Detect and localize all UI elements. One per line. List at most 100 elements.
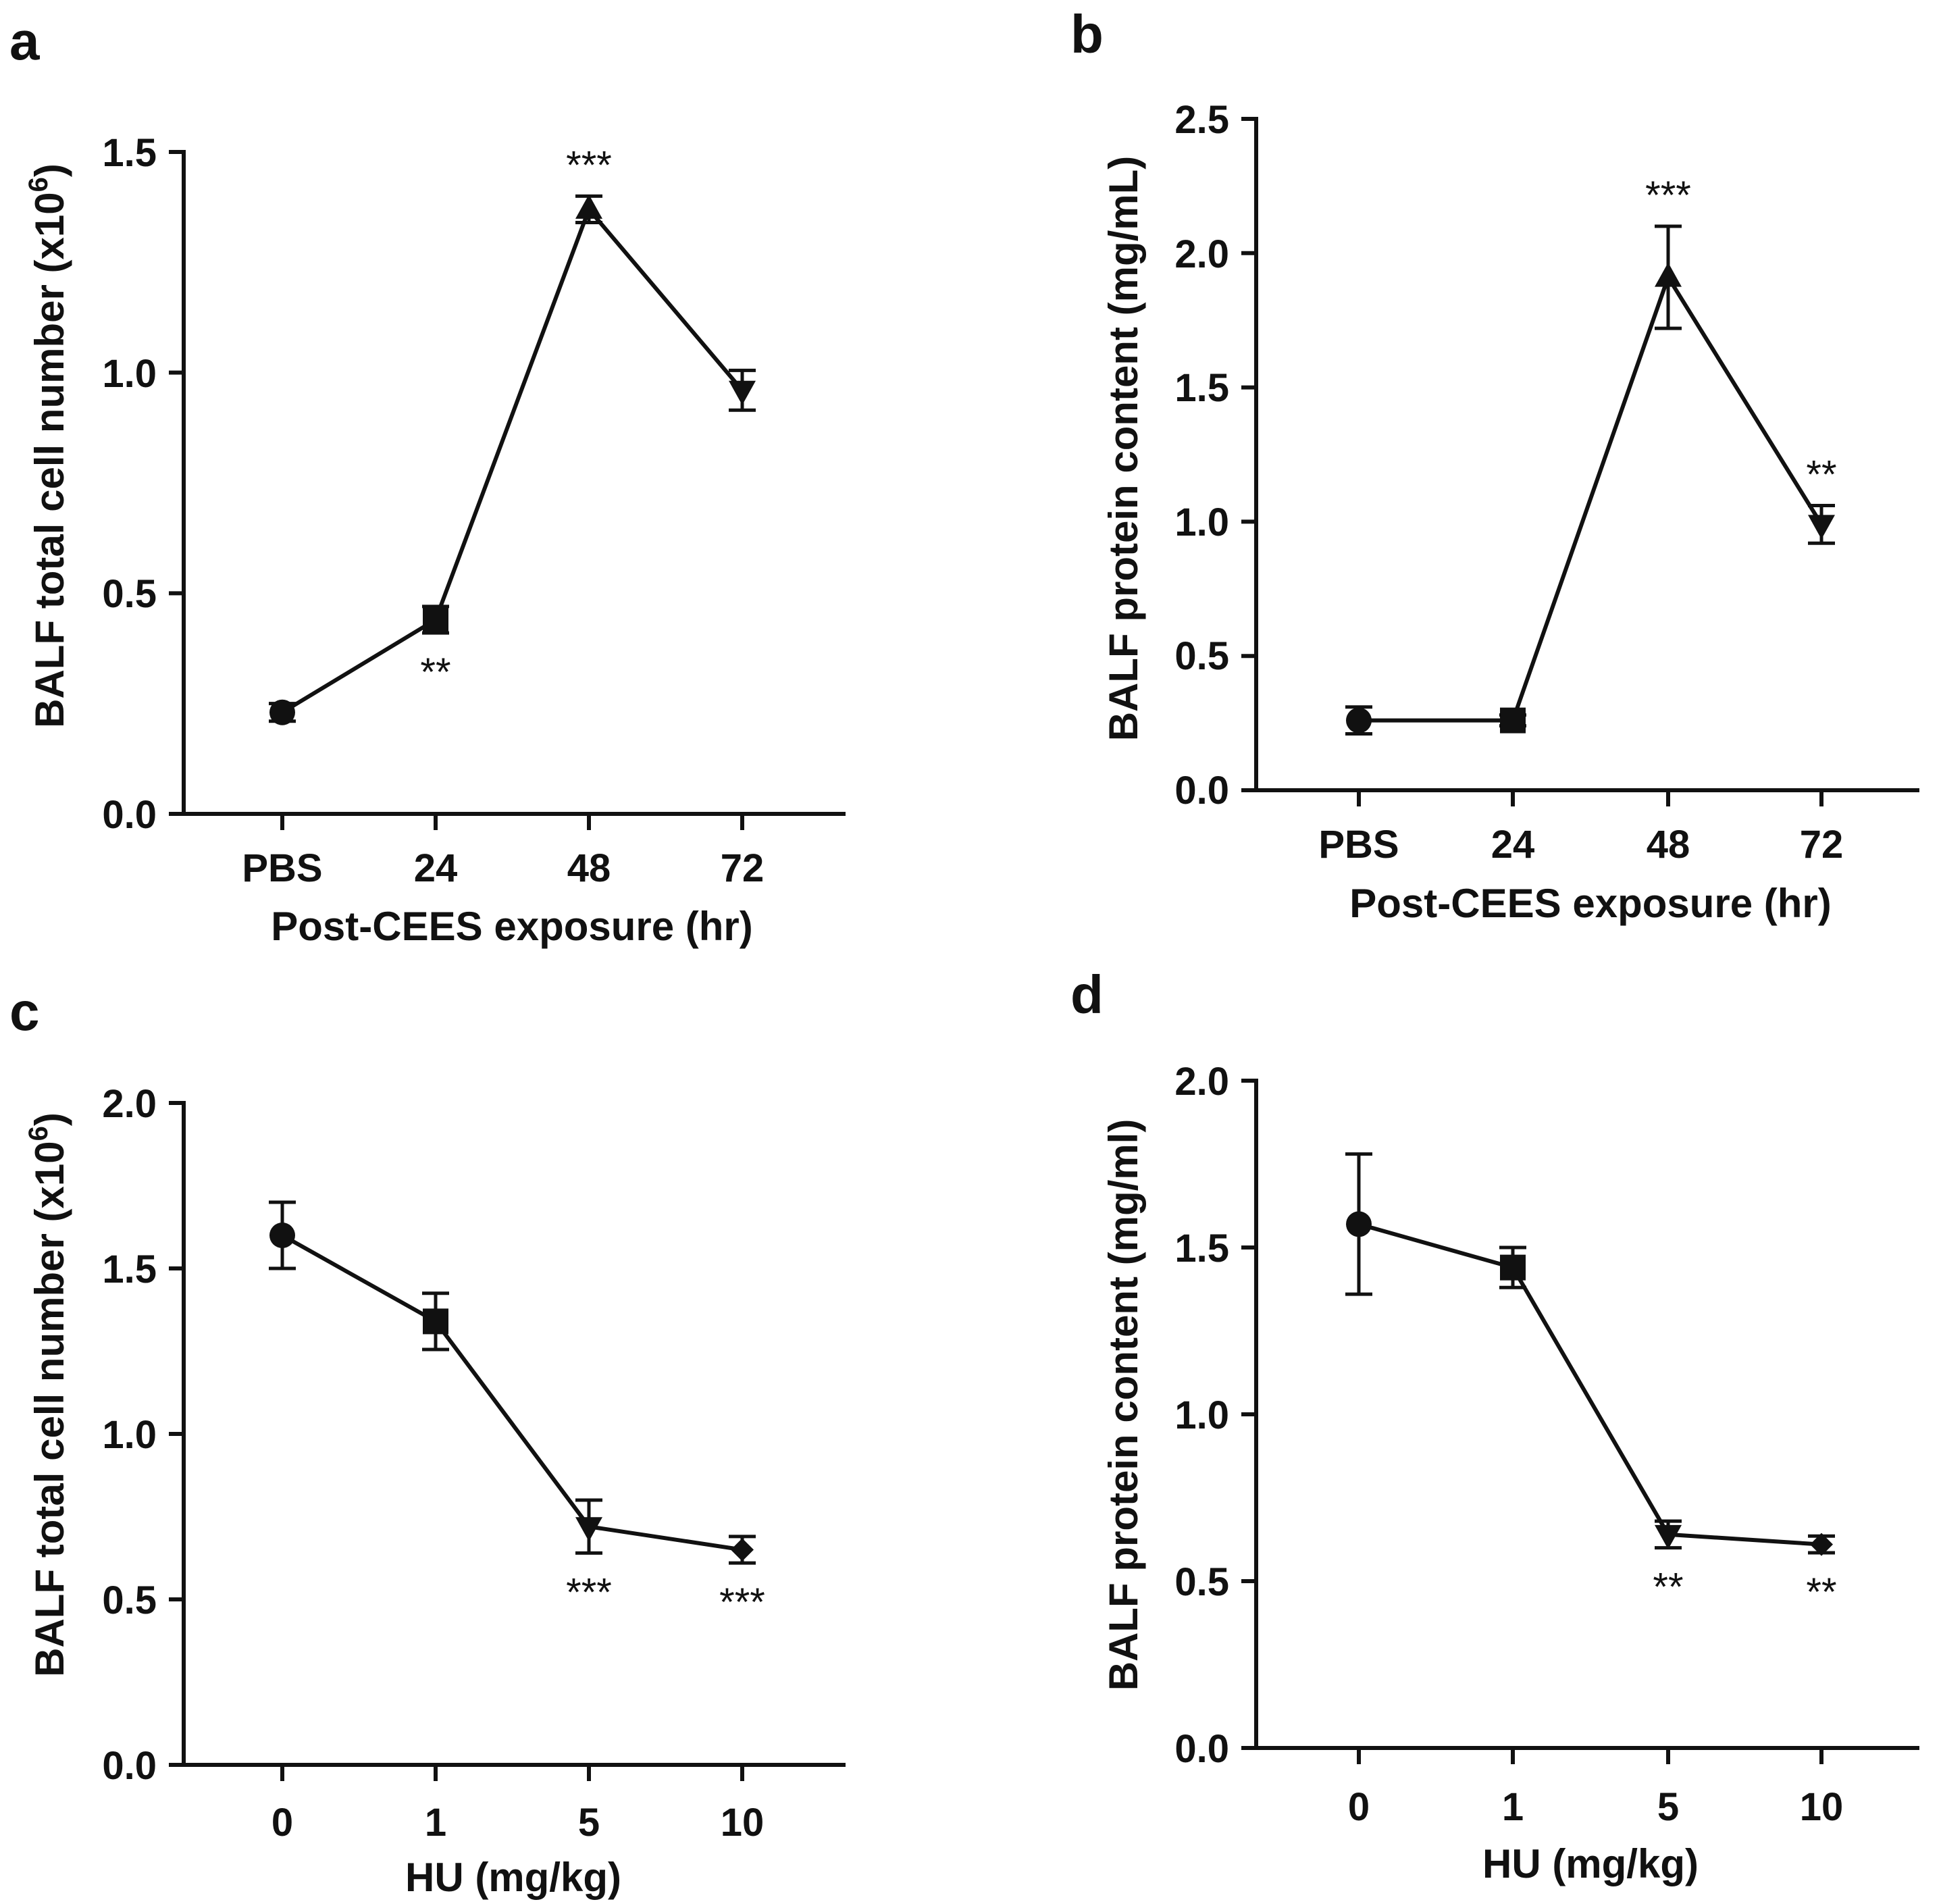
panel-b-marker-triangle-down — [1808, 515, 1835, 540]
panel-d-ytick-label: 0.0 — [1174, 1727, 1229, 1771]
panel-d-xtick-labels: 0 1 5 10 — [1348, 1785, 1843, 1829]
panel-c-marker-circle — [269, 1223, 295, 1248]
panel-a-marker-triangle-down — [729, 380, 756, 405]
panel-d-xtick-label: 0 — [1348, 1785, 1370, 1829]
panel-c-significance-label: *** — [566, 1570, 612, 1614]
panel-b-plot: ***** — [1241, 117, 1919, 806]
panel-a-ytick-label: 1.0 — [102, 352, 157, 396]
panel-a-ytick-label: 0.5 — [102, 572, 157, 616]
panel-b-xtick-labels: PBS 24 48 72 — [1318, 823, 1843, 867]
panel-b-ytick-labels: 0.0 0.5 1.0 1.5 2.0 2.5 — [1174, 98, 1229, 813]
panel-c-xtick-labels: 0 1 5 10 — [271, 1801, 764, 1845]
panel-b-y-axis-title: BALF protein content (mg/mL) — [1101, 156, 1146, 742]
panel-c-marker-diamond — [731, 1538, 754, 1562]
panel-d-significance-label: ** — [1653, 1566, 1683, 1610]
panel-c-ytick-label: 1.5 — [102, 1247, 157, 1291]
panel-d-marker-diamond — [1810, 1533, 1833, 1556]
panel-a-series-line — [281, 205, 744, 715]
panel-b-ytick-label: 2.0 — [1174, 232, 1229, 276]
chart-marks: ************* *** ** ** — [169, 117, 1919, 1781]
panel-c-xtick-label: 1 — [425, 1801, 446, 1845]
panel-c-ytick-label: 2.0 — [102, 1082, 157, 1126]
panel-a-ylabel-superscript: 6 — [24, 177, 53, 192]
panel-c-ylabel-main: BALF total cell number (x10 — [27, 1141, 72, 1676]
panel-b-ytick-label: 0.0 — [1174, 769, 1229, 813]
panel-a-x-axis-title: Post-CEES exposure (hr) — [271, 904, 752, 949]
panel-b-significance-label: *** — [1645, 174, 1691, 217]
panel-a-ytick-labels: 0.0 0.5 1.0 1.5 — [102, 131, 157, 837]
panel-c-xtick-label: 5 — [578, 1801, 600, 1845]
panel-b-x-axis-title: Post-CEES exposure (hr) — [1349, 881, 1831, 926]
panel-b-marker-circle — [1346, 707, 1372, 734]
panel-c-plot: *** *** — [169, 1101, 846, 1781]
panel-d-plot: ** ** — [1241, 1079, 1919, 1764]
panel-c-ytick-labels: 0.0 0.5 1.0 1.5 2.0 — [102, 1082, 157, 1788]
panel-a-y-axis-title: BALF total cell number (x106) — [24, 163, 72, 728]
panel-letter-c: c — [9, 981, 40, 1041]
panel-d-marker-triangle-down — [1655, 1524, 1682, 1549]
panel-c-y-axis-title: BALF total cell number (x106) — [24, 1112, 72, 1677]
panel-a-xtick-label: PBS — [242, 846, 322, 890]
panel-d-y-axis-title: BALF protein content (mg/ml) — [1101, 1119, 1146, 1691]
panel-c-xtick-label: 10 — [721, 1801, 765, 1845]
panel-a-ytick-label: 1.5 — [102, 131, 157, 175]
panel-a-ylabel-main: BALF total cell number (x10 — [27, 192, 72, 727]
panel-b-xtick-label: 72 — [1800, 823, 1844, 867]
panel-d-significance-label: ** — [1806, 1570, 1836, 1614]
panel-b-marker-triangle-up — [1655, 262, 1682, 287]
panel-a-plot: ***** — [169, 143, 846, 830]
panel-c-marker-triangle-down — [575, 1517, 602, 1542]
panel-c-significance-label: *** — [719, 1580, 765, 1624]
panel-a-marker-square — [423, 607, 448, 633]
panel-a-xtick-labels: PBS 24 48 72 — [242, 846, 764, 890]
panel-b-ytick-label: 0.5 — [1174, 634, 1229, 678]
panel-a-ytick-label: 0.0 — [102, 793, 157, 837]
panel-c-xtick-label: 0 — [271, 1801, 293, 1845]
panel-a-marker-circle — [269, 699, 295, 725]
panel-d-series-line — [1358, 1222, 1822, 1547]
panel-d-ytick-label: 1.5 — [1174, 1227, 1229, 1270]
panel-c-marker-square — [423, 1308, 448, 1335]
panel-a-xtick-label: 48 — [567, 846, 611, 890]
panel-c-ylabel-superscript: 6 — [24, 1126, 53, 1141]
panel-b-xtick-label: 48 — [1647, 823, 1690, 867]
panel-c-series-line — [281, 1233, 743, 1552]
panel-d-marker-circle — [1346, 1211, 1372, 1237]
panel-a-ylabel-close: ) — [27, 163, 72, 177]
panel-c-ylabel-close: ) — [27, 1112, 72, 1126]
panel-c-ytick-label: 0.5 — [102, 1578, 157, 1622]
panel-a-significance-label: ** — [420, 650, 450, 694]
panel-letter-b: b — [1070, 4, 1104, 64]
panel-b-xtick-label: PBS — [1318, 823, 1399, 867]
panel-d-ytick-label: 2.0 — [1174, 1060, 1229, 1104]
panel-c-ytick-label: 1.0 — [102, 1413, 157, 1457]
panel-d-marker-square — [1500, 1254, 1526, 1281]
panel-b-ytick-label: 1.0 — [1174, 500, 1229, 544]
panel-a-xtick-label: 72 — [721, 846, 765, 890]
panel-a: a 0.0 0.5 1.0 1.5 PBS 24 48 72 Post-CEES… — [9, 11, 764, 949]
panel-b-xtick-label: 24 — [1491, 823, 1535, 867]
panel-c-x-axis-title: HU (mg/kg) — [405, 1855, 621, 1900]
panel-d-ytick-labels: 0.0 0.5 1.0 1.5 2.0 — [1174, 1060, 1229, 1771]
panel-d-xtick-label: 1 — [1502, 1785, 1524, 1829]
panel-b-series-line — [1359, 272, 1823, 723]
panel-a-marker-triangle-up — [575, 194, 602, 219]
panel-c-ytick-label: 0.0 — [102, 1744, 157, 1788]
panel-b: b 0.0 0.5 1.0 1.5 2.0 2.5 PBS 24 48 72 P… — [1070, 4, 1843, 926]
panel-b-marker-square — [1500, 707, 1526, 734]
panel-c: c 0.0 0.5 1.0 1.5 2.0 0 1 5 10 HU (mg/kg… — [9, 981, 764, 1900]
panel-b-ytick-label: 2.5 — [1174, 98, 1229, 142]
panel-d-ytick-label: 0.5 — [1174, 1560, 1229, 1604]
panel-d: d 0.0 0.5 1.0 1.5 2.0 0 1 5 10 HU (mg/kg… — [1070, 964, 1843, 1886]
panel-d-xtick-label: 5 — [1657, 1785, 1679, 1829]
panel-letter-d: d — [1070, 964, 1104, 1025]
panel-b-ytick-label: 1.5 — [1174, 366, 1229, 410]
panel-d-x-axis-title: HU (mg/kg) — [1482, 1841, 1699, 1886]
panel-a-significance-label: *** — [566, 143, 612, 187]
panel-d-xtick-label: 10 — [1800, 1785, 1844, 1829]
panel-letter-a: a — [9, 11, 40, 71]
panel-d-ytick-label: 1.0 — [1174, 1393, 1229, 1437]
panel-b-significance-label: ** — [1806, 453, 1836, 497]
panel-a-xtick-label: 24 — [414, 846, 458, 890]
